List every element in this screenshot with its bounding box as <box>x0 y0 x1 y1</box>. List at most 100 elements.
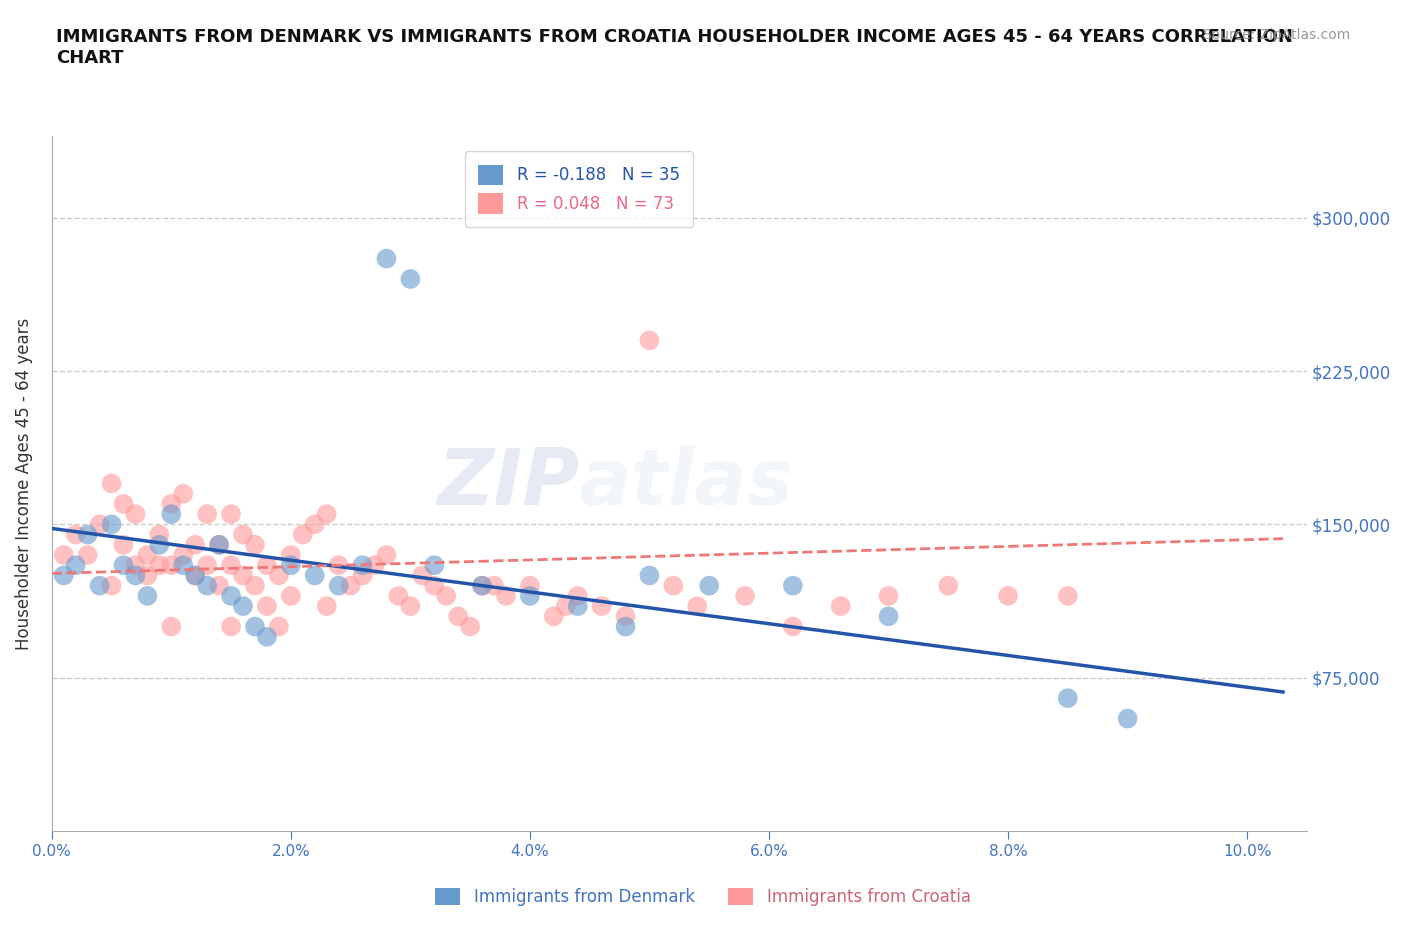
Point <box>328 558 350 573</box>
Point <box>315 599 337 614</box>
Point <box>112 538 135 552</box>
Point <box>567 589 589 604</box>
Point <box>423 578 446 593</box>
Point <box>447 609 470 624</box>
Point <box>208 538 231 552</box>
Point <box>434 589 457 604</box>
Point <box>471 578 494 593</box>
Point <box>304 568 326 583</box>
Point <box>243 578 266 593</box>
Point <box>399 599 422 614</box>
Point <box>195 558 218 573</box>
Point <box>160 619 183 634</box>
Point <box>219 507 242 522</box>
Point <box>148 538 170 552</box>
Point <box>423 558 446 573</box>
Point <box>148 558 170 573</box>
Point <box>567 599 589 614</box>
Point <box>256 558 278 573</box>
Point <box>638 568 661 583</box>
Point <box>124 507 146 522</box>
Point <box>184 538 207 552</box>
Point <box>686 599 709 614</box>
Point <box>734 589 756 604</box>
Point <box>124 568 146 583</box>
Point <box>172 486 194 501</box>
Point <box>100 578 122 593</box>
Point <box>304 517 326 532</box>
Point <box>339 578 361 593</box>
Point <box>195 578 218 593</box>
Point <box>1056 589 1078 604</box>
Point <box>1056 691 1078 706</box>
Point <box>232 527 254 542</box>
Point <box>136 548 159 563</box>
Text: ZIP: ZIP <box>437 445 579 522</box>
Point <box>124 558 146 573</box>
Point <box>219 558 242 573</box>
Point <box>256 599 278 614</box>
Point <box>89 517 111 532</box>
Point <box>267 619 290 634</box>
Point <box>997 589 1019 604</box>
Point <box>89 578 111 593</box>
Point <box>148 527 170 542</box>
Text: atlas: atlas <box>579 445 794 522</box>
Point <box>936 578 959 593</box>
Point <box>519 589 541 604</box>
Point <box>495 589 517 604</box>
Point <box>387 589 409 604</box>
Point <box>172 558 194 573</box>
Point <box>208 538 231 552</box>
Y-axis label: Householder Income Ages 45 - 64 years: Householder Income Ages 45 - 64 years <box>15 317 32 649</box>
Point <box>458 619 481 634</box>
Point <box>100 476 122 491</box>
Legend: R = -0.188   N = 35, R = 0.048   N = 73: R = -0.188 N = 35, R = 0.048 N = 73 <box>465 152 693 227</box>
Point <box>375 548 398 563</box>
Point <box>219 589 242 604</box>
Point <box>543 609 565 624</box>
Point <box>614 609 637 624</box>
Point <box>136 568 159 583</box>
Point <box>160 507 183 522</box>
Point <box>662 578 685 593</box>
Point <box>52 548 75 563</box>
Point <box>638 333 661 348</box>
Point <box>328 578 350 593</box>
Point <box>172 548 194 563</box>
Point <box>280 589 302 604</box>
Point <box>315 507 337 522</box>
Point <box>184 568 207 583</box>
Point <box>100 517 122 532</box>
Point <box>243 538 266 552</box>
Text: IMMIGRANTS FROM DENMARK VS IMMIGRANTS FROM CROATIA HOUSEHOLDER INCOME AGES 45 - : IMMIGRANTS FROM DENMARK VS IMMIGRANTS FR… <box>56 28 1294 67</box>
Point <box>208 578 231 593</box>
Point <box>65 558 87 573</box>
Point <box>112 497 135 512</box>
Point <box>76 527 98 542</box>
Point <box>256 630 278 644</box>
Point <box>76 548 98 563</box>
Point <box>877 609 900 624</box>
Point <box>291 527 314 542</box>
Point <box>112 558 135 573</box>
Point <box>877 589 900 604</box>
Point <box>136 589 159 604</box>
Point <box>482 578 505 593</box>
Point <box>184 568 207 583</box>
Point <box>280 558 302 573</box>
Point <box>363 558 385 573</box>
Point <box>411 568 433 583</box>
Legend: Immigrants from Denmark, Immigrants from Croatia: Immigrants from Denmark, Immigrants from… <box>429 881 977 912</box>
Point <box>352 558 374 573</box>
Point <box>160 558 183 573</box>
Point <box>375 251 398 266</box>
Point <box>782 578 804 593</box>
Point <box>65 527 87 542</box>
Point <box>554 599 576 614</box>
Point <box>267 568 290 583</box>
Point <box>697 578 720 593</box>
Point <box>160 497 183 512</box>
Point <box>782 619 804 634</box>
Point <box>232 568 254 583</box>
